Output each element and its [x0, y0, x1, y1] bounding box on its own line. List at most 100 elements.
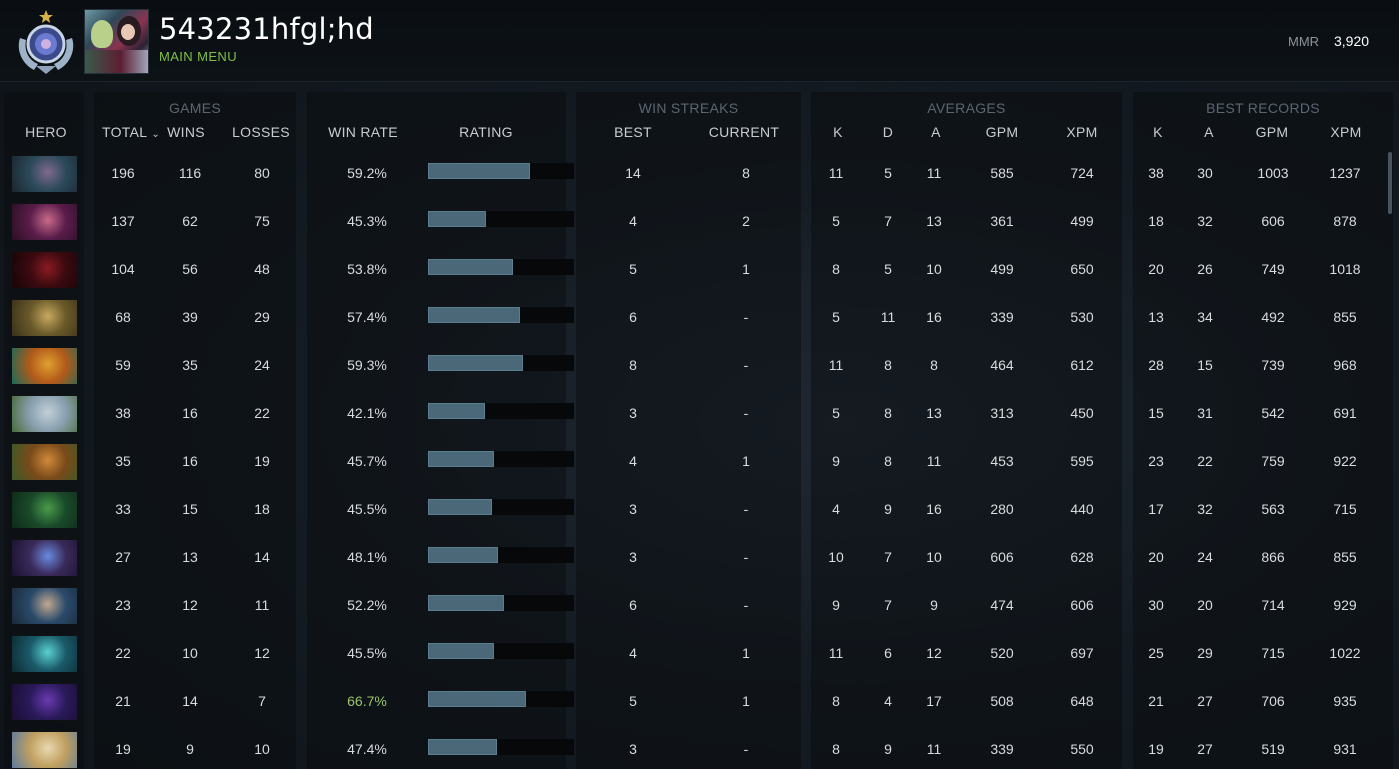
- current-streak-cell: 2: [742, 213, 750, 229]
- avg-kills-cell: 8: [832, 741, 840, 757]
- hero-portrait[interactable]: [11, 539, 78, 577]
- col-total[interactable]: TOTAL ⌄: [96, 124, 166, 140]
- rating-bar-fill: [428, 595, 504, 611]
- scrollbar[interactable]: [1388, 152, 1392, 214]
- rank-medal-icon: [18, 10, 74, 74]
- losses-cell: 19: [254, 453, 270, 469]
- table-row[interactable]: 35 16 19 45.7% 4 1 9 8 11 453 595 23 22 759 922: [0, 440, 1399, 488]
- col-avg-gpm[interactable]: GPM: [985, 124, 1019, 140]
- chevron-down-icon: ⌄: [151, 129, 160, 140]
- table-row[interactable]: 68 39 29 57.4% 6 - 5 11 16 339 530 13 34 492 855: [0, 296, 1399, 344]
- hero-portrait[interactable]: [11, 443, 78, 481]
- record-assists-cell: 31: [1197, 405, 1213, 421]
- table-row[interactable]: 59 35 24 59.3% 8 - 11 8 8 464 612 28 15 739 968: [0, 344, 1399, 392]
- col-best[interactable]: BEST: [614, 124, 652, 140]
- record-kills-cell: 25: [1148, 645, 1164, 661]
- table-row[interactable]: 137 62 75 45.3% 4 2 5 7 13 361 499 18 32 606 878: [0, 200, 1399, 248]
- avg-assists-cell: 12: [926, 645, 942, 661]
- col-losses[interactable]: LOSSES: [232, 124, 290, 140]
- avg-assists-cell: 17: [926, 693, 942, 709]
- hero-portrait[interactable]: [11, 347, 78, 385]
- wins-cell: 39: [182, 309, 198, 325]
- col-avg-k[interactable]: K: [833, 124, 843, 140]
- win-rate-cell: 45.5%: [347, 501, 387, 517]
- hero-portrait[interactable]: [11, 155, 78, 193]
- record-assists-cell: 27: [1197, 741, 1213, 757]
- col-rec-gpm[interactable]: GPM: [1255, 124, 1289, 140]
- record-assists-cell: 27: [1197, 693, 1213, 709]
- win-rate-cell: 42.1%: [347, 405, 387, 421]
- avg-gpm-cell: 499: [990, 261, 1014, 277]
- table-row[interactable]: 22 10 12 45.5% 4 1 11 6 12 520 697 25 29 715 1022: [0, 632, 1399, 680]
- hero-portrait[interactable]: [11, 395, 78, 433]
- avg-assists-cell: 9: [930, 597, 938, 613]
- win-streaks-panel: [576, 92, 801, 769]
- avg-kills-cell: 5: [832, 213, 840, 229]
- col-avg-xpm[interactable]: XPM: [1066, 124, 1098, 140]
- col-hero[interactable]: HERO: [25, 124, 67, 140]
- avg-gpm-cell: 585: [990, 165, 1014, 181]
- record-gpm-cell: 714: [1261, 597, 1285, 613]
- table-row[interactable]: 27 13 14 48.1% 3 - 10 7 10 606 628 20 24 866 855: [0, 536, 1399, 584]
- avg-deaths-cell: 7: [884, 213, 892, 229]
- col-win-rate[interactable]: WIN RATE: [328, 124, 398, 140]
- table-row[interactable]: 21 14 7 66.7% 5 1 8 4 17 508 648 21 27 706 935: [0, 680, 1399, 728]
- best-streak-cell: 4: [629, 645, 637, 661]
- main-menu-link[interactable]: MAIN MENU: [159, 49, 237, 64]
- col-rec-xpm[interactable]: XPM: [1330, 124, 1362, 140]
- hero-portrait[interactable]: [11, 635, 78, 673]
- avg-xpm-cell: 628: [1070, 549, 1094, 565]
- record-kills-cell: 18: [1148, 213, 1164, 229]
- rating-bar-fill: [428, 211, 486, 227]
- col-avg-a[interactable]: A: [931, 124, 941, 140]
- hero-portrait[interactable]: [11, 203, 78, 241]
- current-streak-cell: -: [743, 741, 749, 757]
- record-kills-cell: 38: [1148, 165, 1164, 181]
- losses-cell: 14: [254, 549, 270, 565]
- mmr-value: 3,920: [1334, 33, 1370, 49]
- col-avg-d[interactable]: D: [882, 124, 894, 140]
- avg-assists-cell: 11: [926, 453, 942, 469]
- total-cell: 35: [115, 453, 131, 469]
- profile-header: 543231hfgl;hd MAIN MENU MMR 3,920: [0, 0, 1399, 82]
- current-streak-cell: 1: [742, 261, 750, 277]
- col-rec-k[interactable]: K: [1153, 124, 1163, 140]
- total-cell: 59: [115, 357, 131, 373]
- col-rating[interactable]: RATING: [459, 124, 513, 140]
- table-row[interactable]: 19 9 10 47.4% 3 - 8 9 11 339 550 19 27 519 931: [0, 728, 1399, 769]
- table-row[interactable]: 23 12 11 52.2% 6 - 9 7 9 474 606 30 20 714 929: [0, 584, 1399, 632]
- record-gpm-cell: 563: [1261, 501, 1285, 517]
- hero-portrait[interactable]: [11, 299, 78, 337]
- avg-kills-cell: 10: [828, 549, 844, 565]
- wins-cell: 13: [182, 549, 198, 565]
- rating-bar: [428, 355, 574, 371]
- hero-portrait[interactable]: [11, 683, 78, 721]
- avg-gpm-cell: 361: [990, 213, 1014, 229]
- record-gpm-cell: 519: [1261, 741, 1285, 757]
- win-rate-cell: 45.5%: [347, 645, 387, 661]
- col-current[interactable]: CURRENT: [708, 124, 780, 140]
- avatar[interactable]: [84, 9, 149, 74]
- best-streak-cell: 4: [629, 453, 637, 469]
- col-rec-a[interactable]: A: [1204, 124, 1214, 140]
- losses-cell: 18: [254, 501, 270, 517]
- record-gpm-cell: 606: [1261, 213, 1285, 229]
- hero-portrait[interactable]: [11, 251, 78, 289]
- table-row[interactable]: 196 116 80 59.2% 14 8 11 5 11 585 724 38 30 1003 1237: [0, 152, 1399, 200]
- avg-deaths-cell: 5: [884, 165, 892, 181]
- record-xpm-cell: 1237: [1329, 165, 1361, 181]
- avg-kills-cell: 5: [832, 309, 840, 325]
- hero-portrait[interactable]: [11, 491, 78, 529]
- table-row[interactable]: 104 56 48 53.8% 5 1 8 5 10 499 650 20 26 749 1018: [0, 248, 1399, 296]
- avg-gpm-cell: 453: [990, 453, 1014, 469]
- table-row[interactable]: 33 15 18 45.5% 3 - 4 9 16 280 440 17 32 563 715: [0, 488, 1399, 536]
- hero-portrait[interactable]: [11, 731, 78, 769]
- hero-portrait[interactable]: [11, 587, 78, 625]
- record-kills-cell: 19: [1148, 741, 1164, 757]
- total-cell: 19: [115, 741, 131, 757]
- avg-xpm-cell: 550: [1070, 741, 1094, 757]
- games-panel: [94, 92, 296, 769]
- col-wins[interactable]: WINS: [167, 124, 205, 140]
- table-row[interactable]: 38 16 22 42.1% 3 - 5 8 13 313 450 15 31 542 691: [0, 392, 1399, 440]
- total-cell: 21: [115, 693, 131, 709]
